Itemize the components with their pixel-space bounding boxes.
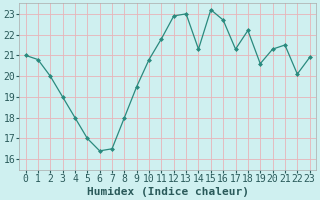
X-axis label: Humidex (Indice chaleur): Humidex (Indice chaleur) xyxy=(87,186,249,197)
